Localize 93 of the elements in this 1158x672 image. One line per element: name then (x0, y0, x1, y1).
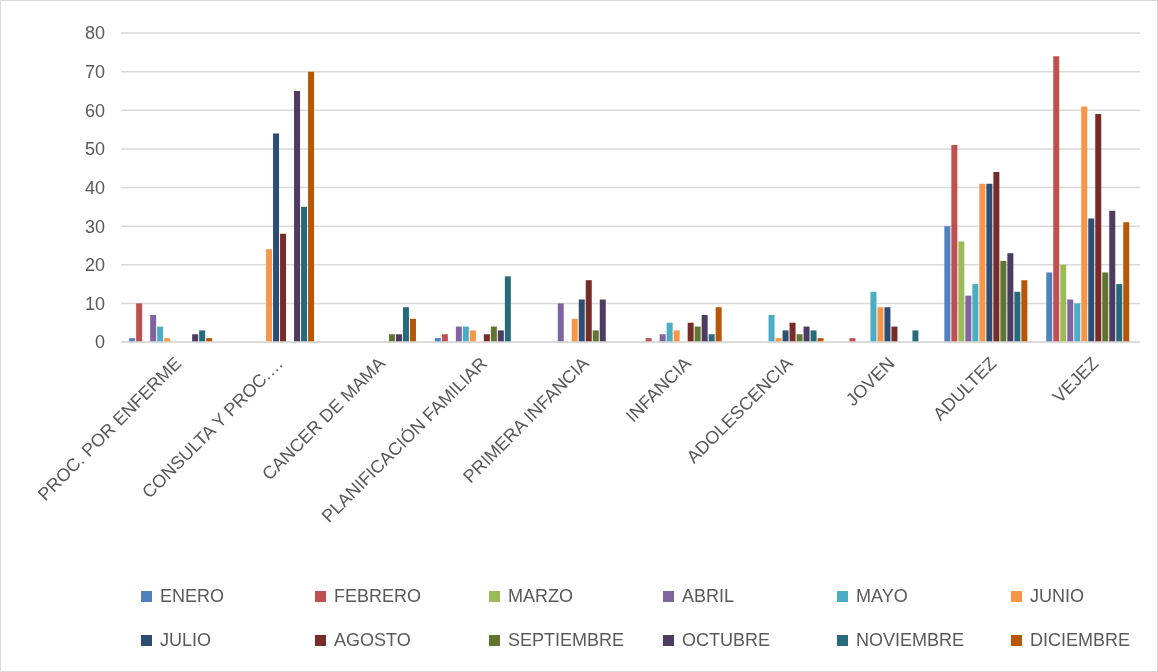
bar (965, 295, 972, 342)
bar (557, 303, 564, 342)
bar (504, 276, 511, 342)
bar (1060, 264, 1067, 342)
bar (810, 330, 817, 342)
bar (585, 280, 592, 342)
legend-label: NOVIEMBRE (856, 629, 965, 651)
bar (944, 226, 951, 342)
bar (1000, 260, 1007, 342)
bar (1014, 291, 1021, 342)
bar (599, 299, 606, 342)
bar (715, 307, 722, 342)
y-tick-label: 50 (84, 139, 105, 160)
bar (659, 334, 666, 342)
bar (136, 303, 143, 342)
bar (708, 334, 715, 342)
bar (1095, 114, 1102, 342)
bar (455, 326, 462, 342)
bar (986, 183, 993, 342)
bar (192, 334, 199, 342)
bar (870, 291, 877, 342)
bar (571, 318, 578, 342)
bar (796, 334, 803, 342)
bar (891, 326, 898, 342)
y-tick-label: 30 (84, 216, 105, 237)
bar (402, 307, 409, 342)
bar (469, 330, 476, 342)
legend-label: ABRIL (682, 585, 735, 607)
legend-label: FEBRERO (334, 585, 422, 607)
bar (462, 326, 469, 342)
bar (993, 172, 1000, 342)
bar (157, 326, 164, 342)
bar (266, 249, 273, 342)
bar (1067, 299, 1074, 342)
bar (280, 233, 287, 342)
bar (199, 330, 206, 342)
bar (441, 334, 448, 342)
bar (782, 330, 789, 342)
bar (979, 183, 986, 342)
bar (1102, 272, 1109, 342)
legend-label: ENERO (160, 585, 225, 607)
legend-label: MARZO (508, 585, 573, 607)
bar (673, 330, 680, 342)
bar (1081, 106, 1088, 342)
y-tick-label: 10 (84, 293, 105, 314)
legend-label: DICIEMBRE (1030, 629, 1131, 651)
bar (789, 322, 796, 342)
bar (1074, 303, 1081, 342)
legend-label: AGOSTO (334, 629, 411, 651)
bar (273, 133, 280, 342)
bar (884, 307, 891, 342)
bar (150, 314, 157, 342)
bar (395, 334, 402, 342)
bar (490, 326, 497, 342)
bar (294, 90, 301, 342)
bar (409, 318, 416, 342)
bar (388, 334, 395, 342)
bar (951, 145, 958, 342)
bar (1116, 284, 1123, 342)
bar (1046, 272, 1053, 342)
bar (912, 330, 919, 342)
bar (1109, 210, 1116, 342)
legend-label: OCTUBRE (682, 629, 771, 651)
y-tick-label: 40 (84, 177, 105, 198)
legend-label: JULIO (160, 629, 212, 651)
bar (701, 314, 708, 342)
legend-label: JUNIO (1030, 585, 1084, 607)
bar (958, 241, 965, 342)
bar (666, 322, 673, 342)
bar (308, 71, 315, 342)
bar (497, 330, 504, 342)
y-tick-label: 0 (94, 332, 105, 353)
bar (1088, 218, 1095, 342)
bar (972, 284, 979, 342)
bar (803, 326, 810, 342)
legend-label: MAYO (856, 585, 908, 607)
bar (1021, 280, 1028, 342)
bar (1007, 253, 1014, 342)
bar (1053, 56, 1060, 342)
y-tick-label: 60 (84, 100, 105, 121)
bar (768, 314, 775, 342)
bar (578, 299, 585, 342)
y-tick-label: 20 (84, 255, 105, 276)
bar (301, 206, 308, 342)
legend-label: SEPTIEMBRE (508, 629, 625, 651)
bar (1123, 222, 1130, 342)
bar (483, 334, 490, 342)
bar (687, 322, 694, 342)
bar (592, 330, 599, 342)
y-tick-label: 70 (84, 62, 105, 83)
y-tick-label: 80 (84, 23, 105, 44)
bar (694, 326, 701, 342)
bar (877, 307, 884, 342)
